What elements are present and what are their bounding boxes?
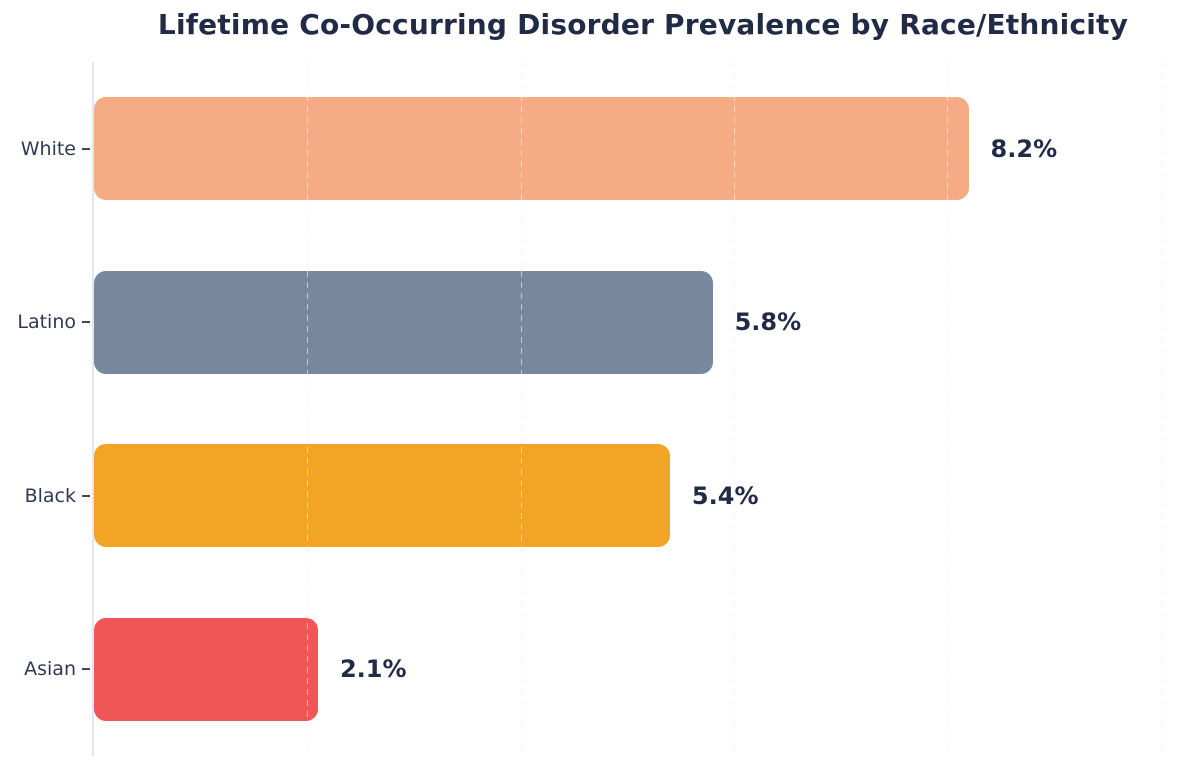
gridline-x-4 — [520, 62, 522, 756]
y-axis-labels: White Latino Black Asian — [0, 62, 90, 756]
bar-black[interactable] — [94, 444, 670, 548]
plot-area: 8.2% 5.8% 5.4% 2.1% — [92, 62, 1200, 756]
axis-tick-latino — [82, 321, 90, 324]
category-label-asian: Asian — [24, 658, 76, 681]
bar-asian[interactable] — [94, 617, 318, 721]
category-label-white: White — [20, 137, 76, 160]
value-label-latino: 5.8% — [734, 308, 802, 337]
y-cell-latino: Latino — [0, 236, 90, 410]
bar-row-black: 5.4% — [94, 409, 1200, 583]
value-label-asian: 2.1% — [339, 655, 407, 684]
value-label-white: 8.2% — [990, 134, 1058, 163]
bar-row-asian: 2.1% — [94, 583, 1200, 757]
gridline-x-10 — [1160, 62, 1162, 756]
bar-latino[interactable] — [94, 270, 713, 374]
category-label-latino: Latino — [17, 311, 76, 334]
chart-title: Lifetime Co-Occurring Disorder Prevalenc… — [157, 8, 1129, 41]
bar-row-white: 8.2% — [94, 62, 1200, 236]
y-cell-asian: Asian — [0, 583, 90, 757]
axis-tick-black — [82, 494, 90, 497]
value-label-black: 5.4% — [691, 481, 759, 510]
gridline-x-6 — [733, 62, 735, 756]
gridline-x-8 — [947, 62, 949, 756]
bar-rows: 8.2% 5.8% 5.4% 2.1% — [94, 62, 1200, 756]
y-cell-white: White — [0, 62, 90, 236]
axis-tick-asian — [82, 668, 90, 671]
gridline-x-2 — [307, 62, 309, 756]
bar-row-latino: 5.8% — [94, 236, 1200, 410]
bar-white[interactable] — [94, 97, 969, 201]
y-cell-black: Black — [0, 409, 90, 583]
axis-tick-white — [82, 147, 90, 150]
category-label-black: Black — [24, 484, 76, 507]
